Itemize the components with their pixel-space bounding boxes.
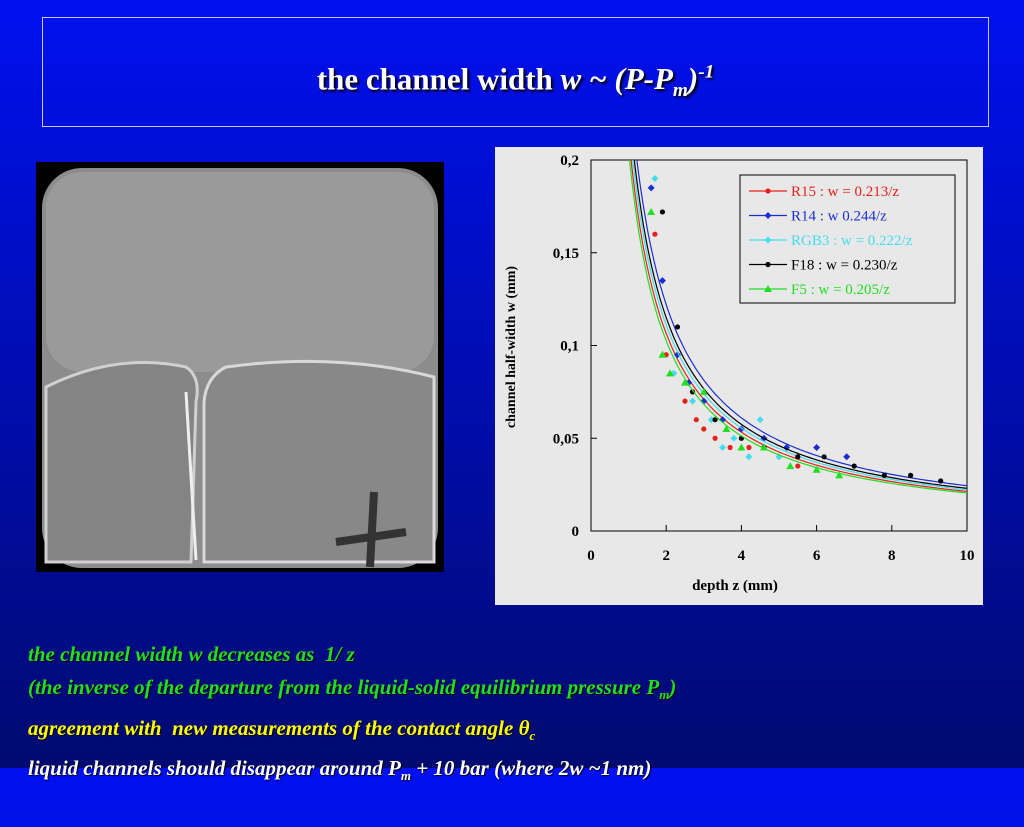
bullet: liquid channels should disappear around … bbox=[28, 752, 676, 793]
bullet-text: liquid channels should disappear around … bbox=[28, 756, 401, 781]
photo bbox=[36, 162, 444, 572]
data-point bbox=[707, 416, 715, 424]
data-point bbox=[659, 209, 666, 215]
legend-marker bbox=[764, 285, 772, 292]
data-point bbox=[652, 231, 658, 237]
legend-marker bbox=[765, 188, 771, 194]
x-tick-label: 4 bbox=[738, 548, 746, 564]
data-point bbox=[908, 472, 914, 478]
legend-marker bbox=[764, 212, 772, 219]
data-point bbox=[813, 444, 821, 452]
data-point bbox=[756, 416, 764, 424]
data-point bbox=[795, 463, 801, 469]
data-point bbox=[699, 387, 708, 395]
data-point bbox=[647, 184, 655, 192]
bullet: the channel width w decreases as 1/ z bbox=[28, 638, 676, 672]
data-point bbox=[786, 462, 795, 470]
bullet-sub: c bbox=[529, 727, 536, 743]
data-point bbox=[647, 207, 656, 215]
data-point bbox=[835, 471, 844, 479]
y-tick-label: 0 bbox=[572, 524, 580, 540]
title: the channel width w ~ (P-Pm)-1 bbox=[42, 17, 989, 127]
bullet-text: ) bbox=[669, 675, 677, 699]
data-point bbox=[722, 424, 731, 432]
y-axis-label: channel half-width w (mm) bbox=[504, 266, 519, 429]
data-point bbox=[881, 472, 887, 478]
bullet: (the inverse of the departure from the l… bbox=[28, 671, 676, 712]
y-tick-label: 0,05 bbox=[553, 431, 579, 447]
data-point bbox=[843, 453, 851, 461]
x-tick-label: 8 bbox=[888, 548, 896, 564]
data-point bbox=[783, 444, 791, 452]
legend-marker bbox=[764, 236, 772, 244]
data-point bbox=[689, 389, 696, 395]
title-part: ) bbox=[687, 61, 699, 97]
x-tick-label: 10 bbox=[960, 548, 975, 564]
legend-marker bbox=[765, 261, 771, 268]
data-point bbox=[851, 463, 857, 469]
slide: the channel width w ~ (P-Pm)-1 depth z (… bbox=[0, 0, 1024, 784]
data-point bbox=[674, 324, 681, 330]
title-text: the channel width bbox=[316, 61, 561, 97]
y-tick-label: 0,1 bbox=[560, 339, 579, 355]
bullet-text: (the inverse of the departure from the l… bbox=[28, 675, 660, 699]
data-point bbox=[689, 397, 697, 405]
title-sub: m bbox=[672, 80, 688, 102]
data-point bbox=[658, 350, 667, 358]
x-axis-label: depth z (mm) bbox=[692, 578, 778, 594]
data-point bbox=[719, 416, 727, 424]
legend-box bbox=[739, 174, 956, 304]
bullet: agreement with new measurements of the c… bbox=[28, 712, 676, 753]
x-tick-label: 2 bbox=[662, 548, 670, 564]
legend-label: RGB3 : w = 0.222/z bbox=[791, 233, 913, 249]
title-formula: w ~ (P-Pm)-1 bbox=[560, 61, 715, 101]
legend-label: F5 : w = 0.205/z bbox=[791, 282, 890, 298]
data-point bbox=[681, 378, 689, 386]
legend-label: R15 : w = 0.213/z bbox=[791, 184, 899, 200]
data-point bbox=[759, 443, 768, 451]
title-part: w ~ (P-P bbox=[560, 61, 673, 97]
chart: depth z (mm) channel half-width w (mm) 0… bbox=[495, 147, 983, 605]
data-point bbox=[658, 277, 666, 285]
data-point bbox=[712, 417, 718, 423]
data-point bbox=[821, 454, 827, 460]
title-sup: -1 bbox=[698, 62, 715, 83]
legend-label: R14 : w 0.244/z bbox=[791, 209, 887, 225]
bullet-text: the channel width w decreases as 1/ z bbox=[28, 641, 355, 666]
bullet-symbol: θ bbox=[518, 715, 530, 740]
x-tick-label: 0 bbox=[587, 548, 595, 564]
data-point bbox=[730, 434, 738, 442]
bullet-text: agreement with new measurements of the c… bbox=[28, 715, 519, 740]
data-point bbox=[682, 398, 688, 404]
data-point bbox=[712, 435, 718, 441]
fit-curve bbox=[636, 160, 967, 487]
data-point bbox=[795, 454, 801, 460]
data-point bbox=[670, 369, 678, 377]
data-point bbox=[719, 444, 727, 452]
legend-label: F18 : w = 0.230/z bbox=[791, 258, 898, 274]
bullet-text: + 10 bar (where 2w ~1 nm) bbox=[410, 756, 652, 781]
x-tick-label: 6 bbox=[813, 548, 821, 564]
data-point bbox=[693, 417, 699, 423]
data-point bbox=[651, 175, 659, 183]
data-point bbox=[701, 426, 707, 432]
bullet-list: the channel width w decreases as 1/ z (th… bbox=[28, 604, 676, 827]
data-point bbox=[737, 443, 746, 451]
y-tick-label: 0,2 bbox=[560, 153, 579, 169]
data-point bbox=[938, 478, 944, 484]
fit-curve bbox=[633, 160, 967, 489]
data-point bbox=[812, 465, 821, 473]
data-point bbox=[727, 444, 733, 451]
data-point bbox=[700, 397, 708, 405]
bullet-sub: m bbox=[400, 768, 411, 784]
y-tick-label: 0,15 bbox=[553, 246, 579, 262]
bullet-sub: m bbox=[659, 687, 670, 703]
data-point bbox=[665, 369, 674, 377]
fit-curve bbox=[628, 160, 967, 494]
data-point bbox=[746, 444, 752, 451]
